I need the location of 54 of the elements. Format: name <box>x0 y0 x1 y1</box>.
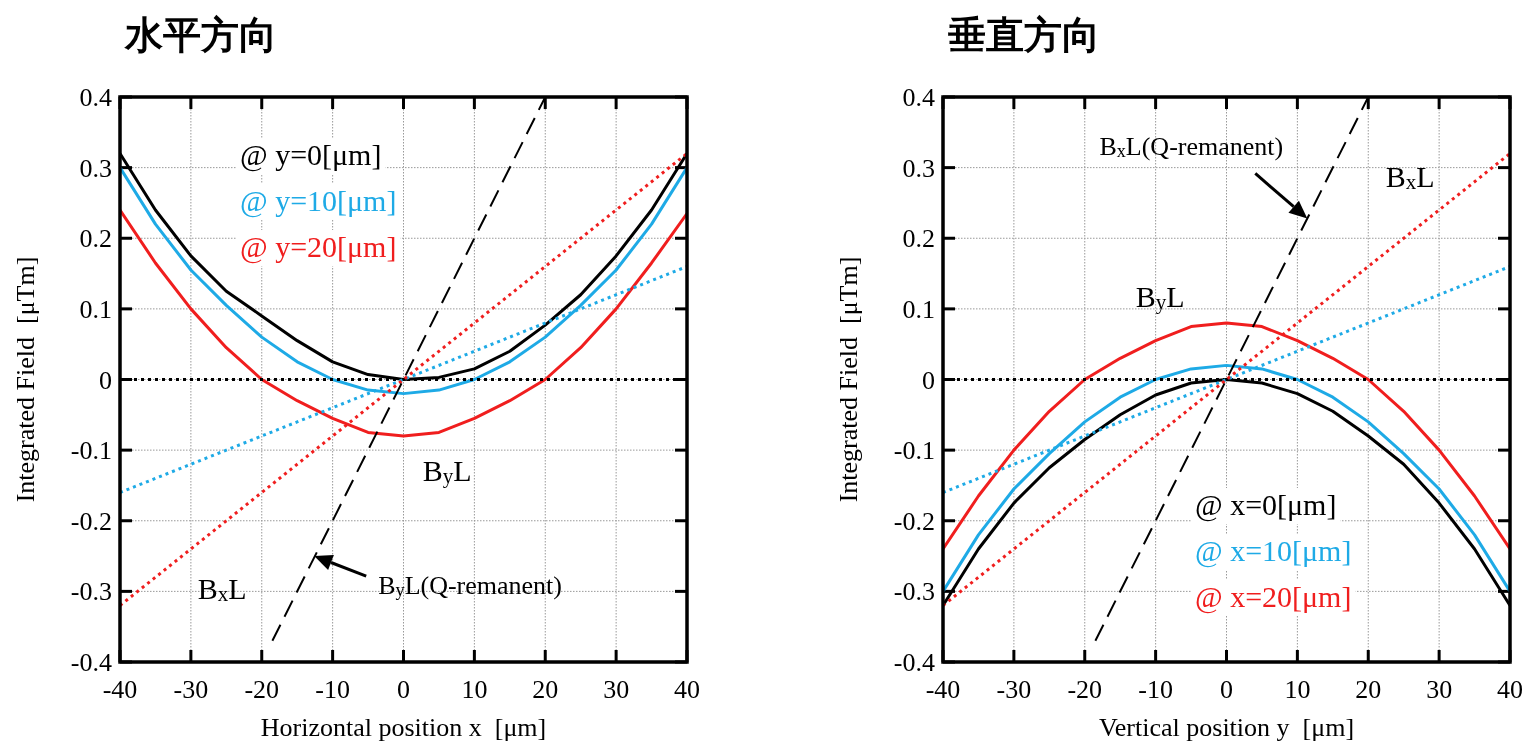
y-tick-label: -0.3 <box>893 577 935 607</box>
y-tick-label: -0.4 <box>70 648 112 677</box>
text: @ x=20[μm] <box>1195 580 1352 614</box>
y-tick-label: 0.4 <box>902 83 935 112</box>
text: @ x=0[μm] <box>1195 488 1337 522</box>
annotation: B$_{y}$L <box>422 454 472 489</box>
text: @ y=10[μm] <box>240 184 397 218</box>
x-axis-title: Vertical position y [μm] <box>1098 713 1355 742</box>
annotation: B$_{x}$L <box>197 572 247 607</box>
y-tick-label: 0.3 <box>79 153 112 183</box>
x-tick-label: 30 <box>603 675 630 704</box>
y-tick-label: 0.4 <box>79 83 112 112</box>
x-tick-label: 10 <box>461 675 488 704</box>
x-tick-label: -10 <box>1138 675 1173 704</box>
y-tick-label: -0.1 <box>893 436 935 466</box>
x-tick-label: 30 <box>1426 675 1453 704</box>
y-tick-label: 0 <box>99 365 112 395</box>
x-tick-label: -40 <box>102 675 138 704</box>
x-tick-label: 40 <box>1497 675 1523 704</box>
text: @ x=10[μm] <box>1195 534 1352 568</box>
y-tick-label: 0 <box>922 365 935 395</box>
legend-label: @ y=0[μm] <box>240 138 382 172</box>
chart-title: 垂直方向 <box>947 13 1100 57</box>
x-tick-label: 0 <box>397 675 410 704</box>
y-tick-label: -0.4 <box>893 648 935 677</box>
x-tick-label: 40 <box>674 675 700 704</box>
y-tick-label: 0.3 <box>902 153 935 183</box>
x-tick-label: 20 <box>1355 675 1382 704</box>
text: @ y=20[μm] <box>240 230 397 264</box>
x-tick-label: 10 <box>1284 675 1311 704</box>
x-tick-label: -30 <box>173 675 209 704</box>
annotation: B$_{y}$L(Q-remanent) <box>378 571 562 601</box>
chart-title: 水平方向 <box>124 13 277 57</box>
y-tick-label: 0.2 <box>902 224 935 254</box>
x-tick-label: -20 <box>244 675 280 704</box>
y-axis-title: Integrated Field [μTm] <box>834 256 863 503</box>
x-tick-label: 20 <box>532 675 559 704</box>
y-tick-label: -0.3 <box>70 577 112 607</box>
x-tick-label: -10 <box>315 675 350 704</box>
y-tick-label: -0.2 <box>893 506 935 536</box>
annotation: B$_{x}$L(Q-remanent) <box>1099 132 1284 162</box>
annotation: B$_{y}$L <box>1135 280 1185 315</box>
y-tick-label: -0.1 <box>70 436 112 466</box>
x-tick-label: -40 <box>925 675 961 704</box>
x-tick-label: -20 <box>1067 675 1103 704</box>
y-tick-label: 0.1 <box>902 294 935 324</box>
y-tick-label: 0.1 <box>79 294 112 324</box>
y-tick-label: -0.2 <box>70 506 112 536</box>
x-axis-title: Horizontal position x [μm] <box>260 713 547 742</box>
annotation: B$_{x}$L <box>1385 159 1435 194</box>
y-axis-title: Integrated Field [μTm] <box>11 256 40 503</box>
y-tick-label: 0.2 <box>79 224 112 254</box>
x-tick-label: -30 <box>996 675 1032 704</box>
x-tick-label: 0 <box>1220 675 1233 704</box>
